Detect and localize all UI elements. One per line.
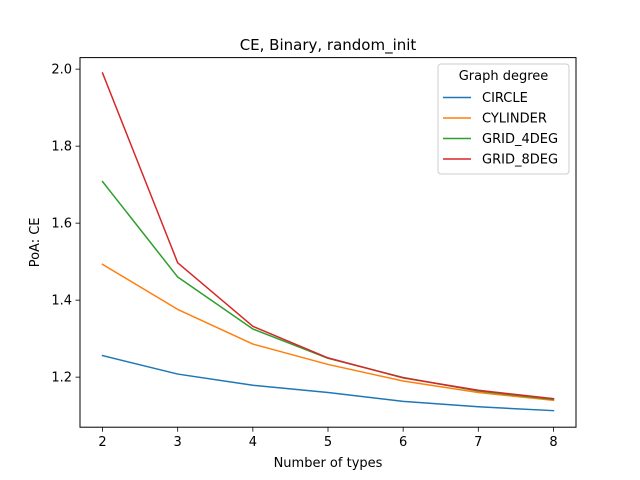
legend-label: CYLINDER xyxy=(482,112,547,127)
legend-label: CIRCLE xyxy=(482,91,528,106)
x-tick-label: 4 xyxy=(249,435,257,450)
y-tick-label: 1.8 xyxy=(51,140,72,155)
x-tick-label: 8 xyxy=(549,435,557,450)
y-tick-label: 1.4 xyxy=(51,294,72,309)
legend-label: GRID_8DEG xyxy=(482,153,558,168)
series-line-grid-8deg xyxy=(101,72,555,400)
y-axis-label: PoA: CE xyxy=(28,217,43,267)
chart-title: CE, Binary, random_init xyxy=(240,36,417,55)
x-tick-label: 6 xyxy=(399,435,407,450)
x-axis-ticks: 2 3 4 5 6 7 8 xyxy=(98,427,558,450)
legend-label: GRID_4DEG xyxy=(482,132,558,147)
x-tick-label: 3 xyxy=(174,435,182,450)
y-tick-label: 1.6 xyxy=(51,217,72,232)
x-tick-label: 2 xyxy=(98,435,106,450)
series-line-cylinder xyxy=(101,263,555,402)
legend-title: Graph degree xyxy=(459,69,549,84)
x-axis-label: Number of types xyxy=(274,456,383,471)
y-axis-ticks: 1.2 1.4 1.6 1.8 2.0 xyxy=(51,63,80,386)
x-tick-label: 7 xyxy=(474,435,482,450)
series-line-circle xyxy=(101,354,555,412)
legend-box xyxy=(437,63,570,175)
legend-items: CIRCLE CYLINDER GRID_4DEG GRID_8DEG xyxy=(443,91,558,168)
series-layer xyxy=(101,72,555,412)
legend: Graph degree CIRCLE CYLINDER GRID_4DEG GRID… xyxy=(437,63,570,175)
y-tick-label: 2.0 xyxy=(51,63,72,78)
y-tick-label: 1.2 xyxy=(51,371,72,386)
x-tick-label: 5 xyxy=(324,435,332,450)
